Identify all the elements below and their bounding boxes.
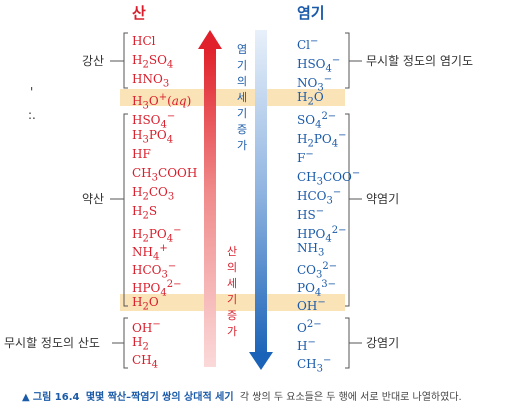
base-strength-arrow <box>249 30 273 370</box>
base-arrow-char: 기 <box>236 107 248 120</box>
negligible-acid-bracket <box>123 317 128 369</box>
strong-base-bracket <box>345 317 350 369</box>
weak-base-label: 약염기 <box>366 192 400 206</box>
base-item: O2− <box>297 319 322 335</box>
base-item: CH3− <box>297 355 332 375</box>
base-arrow-char: 세 <box>236 91 248 104</box>
acid-item: H3O+(aq) <box>132 92 192 112</box>
base-arrow-char: 의 <box>236 75 248 88</box>
base-item: NH3 <box>297 241 325 259</box>
acid-item: H2O <box>132 295 159 313</box>
strong-acid-bracket <box>123 32 128 89</box>
acid-item: H2PO4− <box>132 225 182 245</box>
base-item: OH− <box>297 297 326 313</box>
acid-item: NH4+ <box>132 243 168 263</box>
acid-item: H3PO4 <box>132 128 174 146</box>
base-item: F− <box>297 149 314 165</box>
base-item: PO43− <box>297 279 337 299</box>
weak-acid-bracket <box>123 113 128 307</box>
acid-item: HSO4− <box>132 111 176 131</box>
acid-arrow-char: 산 <box>226 245 238 258</box>
base-item: HSO4− <box>297 55 341 75</box>
acid-item: H2S <box>132 204 158 222</box>
base-item: HS− <box>297 206 325 222</box>
base-arrow-char: 기 <box>236 59 248 72</box>
acid-arrow-label: 산 의 세 기 증 가 <box>224 244 240 340</box>
strong-acid-label: 강산 <box>82 54 105 68</box>
base-item: SO42− <box>297 111 337 131</box>
figure-caption: ▲ 그림 16.4 몇몇 짝산–짝염기 쌍의 상대적 세기 각 쌍의 두 요소들… <box>22 388 462 403</box>
strong-base-label: 강염기 <box>366 336 400 350</box>
acid-arrow-char: 가 <box>226 325 238 338</box>
base-column-header: 염기 <box>297 4 325 22</box>
acid-arrow-char: 기 <box>226 293 238 306</box>
acid-item: HPO42− <box>132 279 182 299</box>
acid-item: H2SO4 <box>132 53 174 71</box>
acid-item: HF <box>132 147 151 161</box>
acid-strength-arrow <box>198 30 222 367</box>
weak-base-bracket <box>345 113 350 307</box>
weak-acid-label: 약산 <box>82 192 105 206</box>
base-arrow-char: 가 <box>236 139 248 152</box>
acid-item: CH3COOH <box>132 166 198 184</box>
base-item: CO32− <box>297 261 338 281</box>
base-item: H2O <box>297 90 324 108</box>
base-item: H− <box>297 337 316 353</box>
base-arrow-char: 염 <box>236 43 248 56</box>
stray-mark: :. <box>28 108 36 122</box>
negligible-acid-label: 무시할 정도의 산도 <box>4 336 100 350</box>
acid-item: HNO3 <box>132 72 170 90</box>
caption-title: 몇몇 짝산–짝염기 쌍의 상대적 세기 <box>85 392 234 403</box>
base-item: CH3COO− <box>297 168 361 188</box>
base-arrow-char: 증 <box>236 123 248 136</box>
stray-mark: ' <box>30 85 34 99</box>
acid-arrow-char: 세 <box>226 277 238 290</box>
base-arrow-label: 염 기 의 세 기 증 가 <box>234 42 250 154</box>
base-item: Cl− <box>297 36 319 52</box>
base-item: NO3− <box>297 74 333 94</box>
acid-item: OH− <box>132 319 161 335</box>
caption-figure-number: 그림 16.4 <box>32 392 80 403</box>
acid-arrow-char: 증 <box>226 309 238 322</box>
acid-item: HCO3− <box>132 261 177 281</box>
acid-column-header: 산 <box>132 4 146 22</box>
acid-item: H2CO3 <box>132 185 175 203</box>
base-item: HPO42− <box>297 225 347 245</box>
caption-marker: ▲ <box>22 392 30 403</box>
negligible-base-bracket <box>345 32 350 89</box>
caption-text: 각 쌍의 두 요소들은 두 행에 서로 반대로 나열하였다. <box>239 392 462 403</box>
highlight-band-hydronium <box>120 89 345 106</box>
negligible-base-label: 무시할 정도의 염기도 <box>366 54 473 68</box>
base-item: H2PO4− <box>297 130 347 150</box>
acid-item: H2 <box>132 335 149 353</box>
acid-arrow-char: 의 <box>226 261 238 274</box>
base-item: HCO3− <box>297 187 342 207</box>
highlight-band-water <box>120 294 345 311</box>
acid-item: HCl <box>132 34 156 48</box>
acid-item: CH4 <box>132 353 159 371</box>
